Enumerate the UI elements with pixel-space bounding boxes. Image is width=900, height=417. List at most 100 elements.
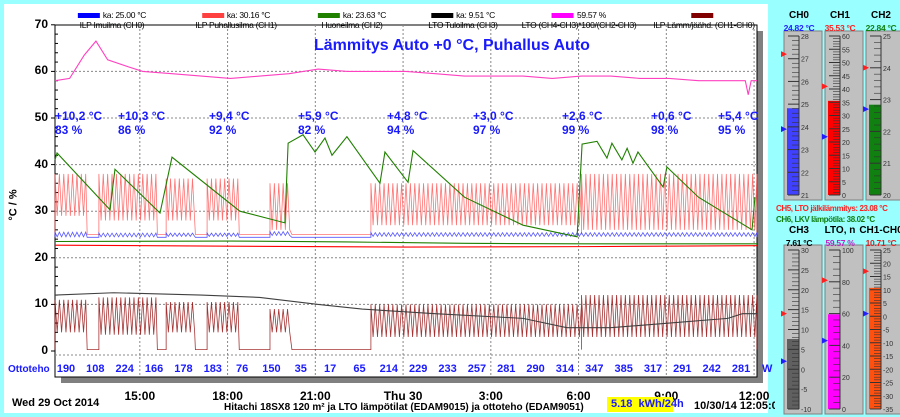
legend-swatch: [201, 13, 224, 19]
power-value: 281: [497, 363, 516, 375]
legend-label: Huoneilma (CH2): [321, 20, 383, 30]
gauge-label: LTO, n: [824, 225, 856, 236]
red-marker-icon: [781, 51, 787, 58]
gauge-tick-label: 25: [842, 127, 850, 134]
power-value: 314: [555, 363, 575, 375]
legend-swatch: [691, 13, 714, 19]
gauge-value: 59.57 %: [825, 238, 855, 248]
x-tick-label: 6:00: [566, 389, 591, 403]
gauge-tick-label: 55: [842, 47, 850, 54]
gauge-label: CH0: [788, 10, 810, 21]
power-unit: W: [762, 363, 773, 375]
gauge-tick-label: 60: [842, 34, 850, 41]
outdoor-humidity: 82 %: [298, 123, 326, 137]
outdoor-reading: +10,3 °C 86 %: [118, 109, 165, 137]
power-value: 242: [702, 363, 721, 375]
series-ch6-lkv: [54, 134, 756, 238]
gauge-tick-label: 30: [801, 248, 809, 255]
power-value: 166: [144, 363, 164, 375]
legend-stat: ka: 25.00 °C: [102, 10, 147, 20]
series-ch1-ch0: [54, 295, 758, 351]
gauge-tick-label: 40: [842, 343, 850, 350]
legend-stat: 59.57 %: [576, 10, 607, 20]
legend-stat: ka: 9.51 °C: [456, 10, 495, 20]
power-value: 257: [467, 363, 487, 375]
power-value: 65: [353, 363, 366, 375]
gauge-tick-label: 25: [801, 102, 809, 109]
gauge-tick-label: -10: [883, 341, 893, 348]
power-value: 108: [86, 363, 105, 375]
gauge-tick-label: 45: [842, 74, 850, 81]
red-marker-icon: [781, 310, 787, 317]
power-value: 150: [262, 363, 281, 375]
legend-label: ILP Lämm/jäähd. (CH1-CH0): [653, 20, 755, 30]
outdoor-reading: +0,6 °C 98 %: [651, 109, 692, 137]
gauge-tick-label: -20: [883, 367, 893, 374]
gauge-tick-label: 30: [842, 114, 850, 121]
legend-label: LTO (CH4-CH3)*100/(CH2-CH3): [521, 20, 637, 30]
blue-marker-icon: [822, 133, 828, 140]
chart-title: Lämmitys Auto +0 °C, Puhallus Auto: [314, 37, 590, 54]
gauge-tick-label: -5: [883, 328, 889, 335]
gauge-tick-label: 15: [883, 275, 891, 282]
gauge-value: 35.53 °C: [824, 23, 856, 33]
gauge-tick-label: 22: [801, 170, 809, 177]
gauge-label: CH1-CH0: [859, 225, 900, 236]
legend-item: ka: 25.00 °C ILP Imuilma (CH0): [77, 10, 147, 30]
chart-panel: ka: 25.00 °C ILP Imuilma (CH0) ka: 30.16 °…: [4, 4, 784, 413]
series-ch0-imuilma: [54, 230, 758, 238]
power-value: 17: [324, 363, 337, 375]
outdoor-temp: +2,6 °C: [562, 109, 603, 123]
gauge-value: 7.61 °C: [785, 238, 813, 248]
gauge-tick-label: 24: [801, 125, 809, 132]
outdoor-humidity: 95 %: [718, 123, 746, 137]
gauge-case: [865, 30, 900, 201]
gauge-value: 10.71 °C: [865, 238, 897, 248]
gauge-tick-label: 23: [801, 148, 809, 155]
date-label: Wed 29 Oct 2014: [12, 397, 100, 409]
gauge-tick-label: 22: [883, 129, 891, 136]
outdoor-temp: +5,9 °C: [298, 109, 339, 123]
outdoor-humidity: 98 %: [651, 123, 679, 137]
power-value: 385: [614, 363, 633, 375]
gauge-tick-label: 25: [801, 268, 809, 275]
y-tick-label: 10: [34, 296, 48, 311]
gauge-fill: [828, 100, 840, 195]
gauge-tick-label: 23: [883, 98, 891, 105]
gauge-tick-label: -5: [801, 387, 807, 394]
gauge-fill: [869, 287, 881, 409]
gauge-tick-label: 0: [842, 193, 846, 200]
gauge-tick-label: 80: [842, 280, 850, 287]
legend-swatch: [317, 13, 340, 19]
legend-label: LTO Tuloilma (CH3): [428, 20, 498, 30]
gauge-tick-label: 15: [842, 153, 850, 160]
gauge-label: CH1: [829, 10, 851, 21]
gauge-tick-label: 21: [883, 161, 891, 168]
y-tick-label: 0: [41, 343, 48, 357]
outdoor-reading: +3,0 °C 97 %: [473, 109, 514, 137]
gauge-tick-label: 25: [883, 248, 891, 255]
gauge-tick-label: 27: [801, 57, 809, 64]
gauge-fill: [828, 314, 840, 409]
gauge-tick-label: 60: [842, 312, 850, 319]
outdoor-reading: +9,4 °C 92 %: [209, 109, 250, 137]
series-lto-: [54, 40, 757, 95]
gauge-tick-label: 0: [883, 314, 887, 321]
red-marker-icon: [822, 83, 828, 90]
blue-marker-icon: [863, 106, 869, 113]
gauge-tick-label: -15: [883, 354, 893, 361]
gauge-tick-label: 0: [842, 407, 846, 414]
ch6-status: CH6, LKV lämpötila: 38.02 °C: [776, 215, 875, 224]
gauge-tick-label: 26: [801, 79, 809, 86]
legend-swatch: [431, 13, 454, 19]
gauge-tick-label: 25: [883, 34, 891, 41]
y-tick-label: 50: [34, 110, 48, 124]
legend-swatch: [77, 13, 100, 19]
outdoor-humidity: 86 %: [118, 123, 146, 137]
series-ch3-tuloilma: [54, 292, 757, 329]
gauge-tick-label: -10: [801, 407, 811, 414]
power-value: 183: [203, 363, 222, 375]
gauge-tick-label: 10: [842, 167, 850, 174]
power-value: 233: [438, 363, 457, 375]
power-value: 224: [115, 363, 134, 375]
